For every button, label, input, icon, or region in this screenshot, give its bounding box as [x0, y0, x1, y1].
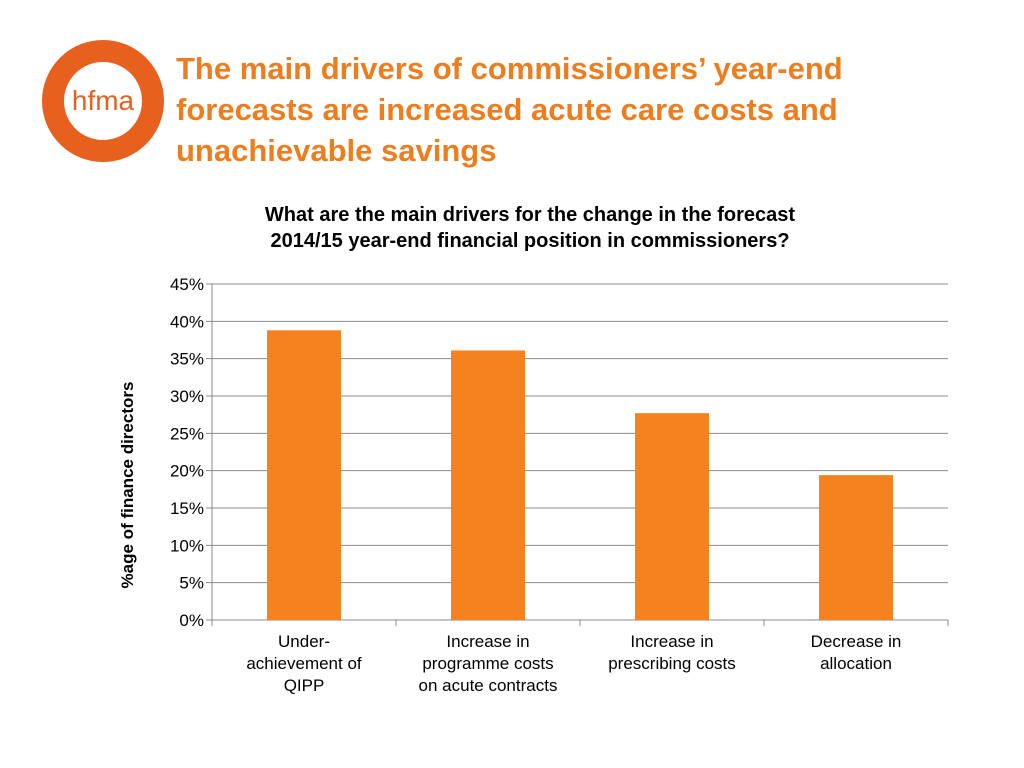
- x-tick-label: Decrease in: [811, 632, 902, 651]
- bar: [819, 475, 893, 620]
- headline-line-1: The main drivers of commissioners’ year-…: [176, 51, 843, 86]
- bar: [267, 330, 341, 620]
- chart-title-line-2: 2014/15 year-end financial position in c…: [270, 230, 790, 252]
- hfma-logo-text: hfma: [72, 85, 135, 116]
- x-tick-label: QIPP: [284, 676, 325, 695]
- page-headline: The main drivers of commissioners’ year-…: [176, 48, 976, 171]
- y-tick-label: 20%: [170, 462, 204, 481]
- y-tick-label: 10%: [170, 536, 204, 555]
- x-tick-label: achievement of: [246, 654, 362, 673]
- bar: [451, 350, 525, 620]
- y-tick-label: 0%: [179, 611, 204, 630]
- chart-title-line-1: What are the main drivers for the change…: [264, 204, 796, 226]
- x-tick-label: prescribing costs: [608, 654, 736, 673]
- bar: [635, 413, 709, 620]
- x-tick-label: on acute contracts: [419, 676, 558, 695]
- y-tick-label: 30%: [170, 387, 204, 406]
- y-tick-label: 25%: [170, 424, 204, 443]
- hfma-logo: hfma: [40, 38, 166, 164]
- x-tick-label: Under-: [278, 632, 330, 651]
- y-tick-label: 35%: [170, 350, 204, 369]
- x-tick-label: Increase in: [630, 632, 713, 651]
- y-tick-label: 45%: [170, 275, 204, 294]
- y-tick-label: 15%: [170, 499, 204, 518]
- x-tick-label: allocation: [820, 654, 892, 673]
- y-tick-label: 40%: [170, 312, 204, 331]
- x-tick-label: Increase in: [446, 632, 529, 651]
- hfma-logo-ring: hfma: [42, 40, 164, 162]
- chart-title: What are the main drivers for the change…: [180, 202, 880, 254]
- y-tick-label: 5%: [179, 574, 204, 593]
- headline-line-2: forecasts are increased acute care costs…: [176, 92, 838, 127]
- x-tick-label: programme costs: [422, 654, 553, 673]
- headline-line-3: unachievable savings: [176, 133, 497, 168]
